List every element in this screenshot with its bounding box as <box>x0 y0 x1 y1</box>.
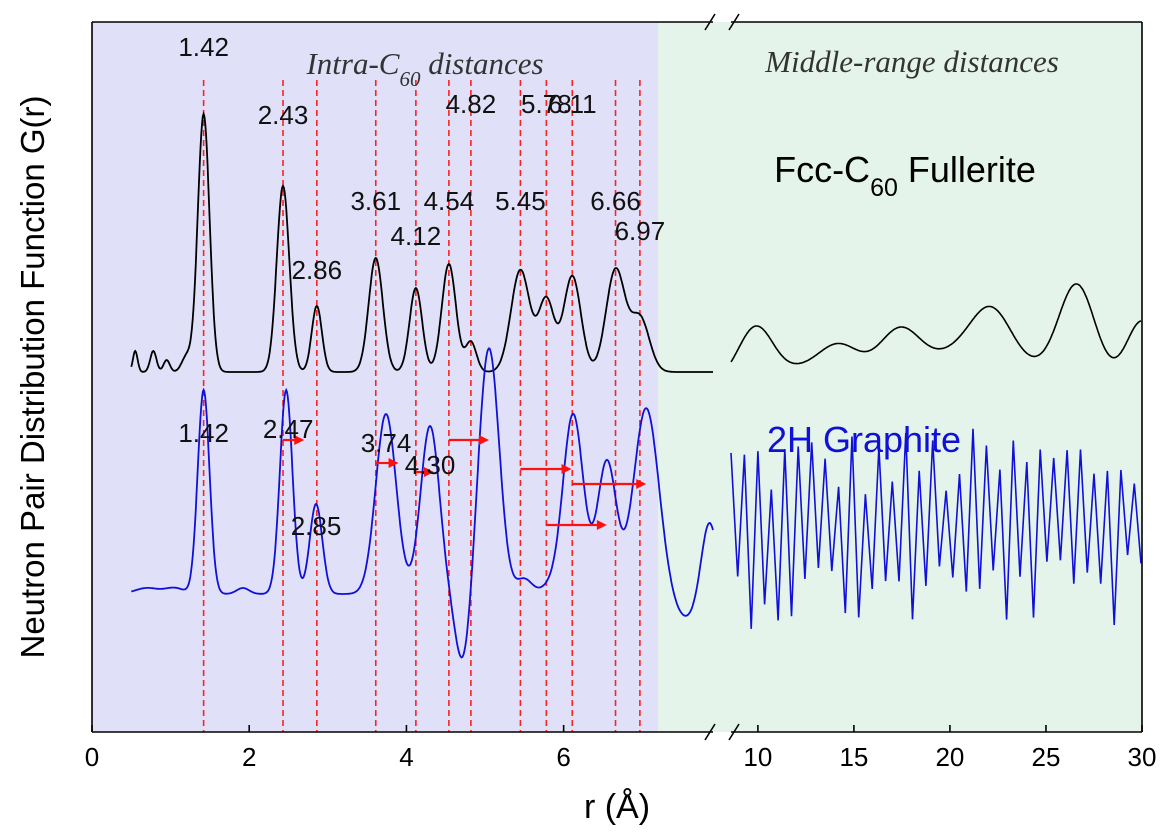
fullerite-peak-label-2: 2.86 <box>292 255 343 285</box>
region-middle <box>657 22 1142 732</box>
x-tick-label-s1-0: 0 <box>85 742 99 772</box>
axis-break-mark-top-1 <box>704 13 716 31</box>
x-tick-label-s1-2: 4 <box>399 742 413 772</box>
graphite-peak-label-3: 3.74 <box>361 428 412 458</box>
shift-arrow-head-4 <box>561 464 572 474</box>
series-line-1-seg2 <box>730 428 1142 629</box>
fullerite-peak-label-11: 6.97 <box>615 216 666 246</box>
region-title-middle: Middle-range distances <box>764 44 1059 79</box>
fullerite-peak-label-10: 6.66 <box>590 186 641 216</box>
axis-break-mark-bottom-2 <box>728 723 740 741</box>
axis-break-mark-top-2 <box>728 13 740 31</box>
fullerite-peak-label-7: 5.45 <box>495 186 546 216</box>
region-title-intra: Intra-C60 distances <box>305 46 543 91</box>
x-tick-label-s2-0: 10 <box>743 742 772 772</box>
fullerite-peak-label-0: 1.42 <box>178 32 229 62</box>
shift-arrow-head-0 <box>294 435 305 445</box>
y-axis-title: Neutron Pair Distribution Function G(r) <box>14 95 51 658</box>
graphite-peak-label-0: 1.42 <box>178 418 229 448</box>
series-line-0-seg2 <box>730 283 1142 365</box>
x-tick-label-s2-3: 25 <box>1032 742 1061 772</box>
shift-arrow-head-6 <box>636 479 647 489</box>
series-label-fullerite: Fcc-C60 Fullerite <box>774 149 1036 202</box>
x-tick-label-s1-1: 2 <box>242 742 256 772</box>
fullerite-peak-label-9: 6.11 <box>548 89 597 119</box>
series-line-1-seg1 <box>131 347 714 659</box>
graphite-peak-label-1: 2.47 <box>263 414 314 444</box>
x-tick-label-s2-2: 20 <box>935 742 964 772</box>
fullerite-peak-label-4: 4.12 <box>391 221 442 251</box>
shift-arrow-head-1 <box>388 458 399 468</box>
fullerite-peak-label-5: 4.54 <box>424 186 475 216</box>
graphite-peak-label-2: 2.85 <box>291 511 342 541</box>
fullerite-peak-label-1: 2.43 <box>258 100 309 130</box>
fullerite-peak-label-6: 4.82 <box>446 89 497 119</box>
shift-arrow-head-2 <box>423 467 434 477</box>
shift-arrow-head-5 <box>596 520 607 530</box>
x-axis-title: r (Å) <box>584 788 650 826</box>
fullerite-peak-label-3: 3.61 <box>350 186 401 216</box>
shift-arrow-head-3 <box>478 435 489 445</box>
fullerite-peak-label-8: 5.78 <box>521 89 572 119</box>
x-tick-label-s2-1: 15 <box>839 742 868 772</box>
graphite-peak-label-4: 4.30 <box>405 450 456 480</box>
series-line-0-seg1 <box>130 111 713 373</box>
x-tick-label-s2-4: 30 <box>1128 742 1157 772</box>
x-tick-label-s1-3: 6 <box>556 742 570 772</box>
axis-break-mark-bottom-1 <box>704 723 716 741</box>
series-label-graphite: 2H Graphite <box>767 419 961 460</box>
